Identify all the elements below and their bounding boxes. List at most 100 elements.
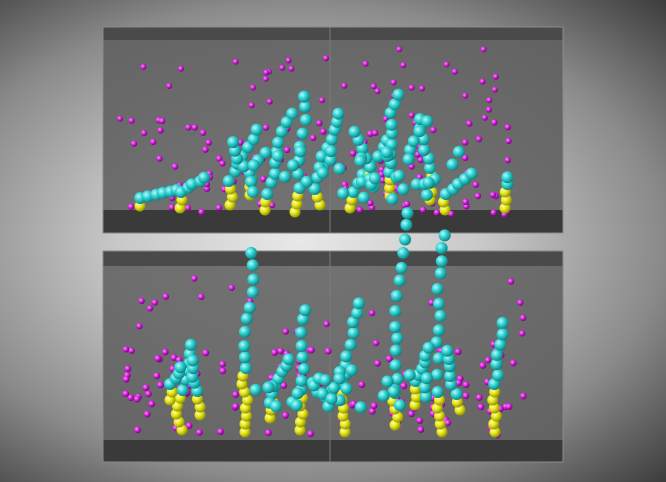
ion <box>372 129 379 137</box>
ion <box>509 359 517 367</box>
top-box-molecules <box>117 46 514 218</box>
ion <box>198 293 205 300</box>
ion <box>232 403 240 410</box>
ion <box>219 160 226 167</box>
chain-bead <box>272 136 285 149</box>
chain-bead <box>432 324 445 337</box>
chain-bead <box>286 107 299 120</box>
ion <box>266 98 273 105</box>
ion <box>416 417 424 424</box>
ion <box>374 359 381 367</box>
ion <box>462 92 469 99</box>
ion <box>166 83 173 89</box>
ion <box>162 293 169 300</box>
chain-bead <box>492 369 505 382</box>
ion <box>262 124 270 131</box>
ion <box>232 391 240 398</box>
ion <box>504 156 511 164</box>
chain-bead <box>239 362 252 374</box>
top-box-outline <box>102 26 564 234</box>
chain-bead <box>344 338 357 351</box>
anchor-bead <box>500 194 512 206</box>
chain-bead <box>222 175 235 187</box>
chain-bead <box>345 364 358 377</box>
chain-bead <box>397 247 410 259</box>
ion <box>316 119 323 127</box>
ion <box>451 68 458 75</box>
ion <box>349 150 357 157</box>
ion <box>283 146 291 154</box>
chain-bead <box>287 159 300 172</box>
chain-bead <box>250 123 263 136</box>
chain-bead <box>402 153 415 166</box>
chain-bead <box>393 399 406 412</box>
chain-bead <box>420 372 433 385</box>
ion <box>140 129 148 137</box>
ion <box>475 135 483 143</box>
chain-bead <box>385 118 398 131</box>
chain-bead <box>452 145 465 158</box>
ion <box>400 382 408 390</box>
chain-bead <box>184 338 197 351</box>
ion <box>168 204 176 211</box>
chain-bead <box>386 193 399 205</box>
ion <box>150 138 157 146</box>
chain-bead <box>239 351 251 364</box>
ion <box>124 365 132 373</box>
chain-bead <box>347 316 359 329</box>
ion <box>140 63 147 70</box>
bottom-simulation-box <box>102 207 564 463</box>
chain-bead <box>431 386 444 398</box>
chain-bead <box>381 375 394 388</box>
ion <box>134 426 141 434</box>
chain-bead <box>434 267 447 280</box>
ion <box>228 284 235 291</box>
ion <box>308 346 315 354</box>
ion <box>196 429 203 436</box>
ion <box>219 360 227 368</box>
ion <box>319 97 325 104</box>
ion <box>367 130 374 137</box>
ion <box>136 322 143 330</box>
ion <box>215 204 223 211</box>
chain-bead <box>397 183 410 196</box>
chain-bead <box>332 107 345 120</box>
chain-bead <box>490 348 503 361</box>
ion <box>486 106 492 113</box>
chain-bead <box>352 297 365 310</box>
ion <box>477 403 485 411</box>
ion <box>217 428 224 436</box>
ion <box>444 419 452 427</box>
ion <box>472 181 479 188</box>
chain-bead <box>325 145 338 158</box>
ion <box>161 348 169 356</box>
ion <box>474 192 482 200</box>
ion <box>324 347 332 355</box>
ion <box>216 155 223 162</box>
ion <box>138 297 145 304</box>
chain-bead <box>299 113 312 126</box>
chain-bead <box>316 166 329 179</box>
anchor-bead <box>339 426 351 438</box>
ion <box>145 390 152 398</box>
chain-bead <box>347 327 360 339</box>
ion <box>159 117 166 125</box>
ion <box>390 79 397 86</box>
chain-bead <box>496 328 509 341</box>
ion <box>489 191 497 198</box>
chain-bead <box>403 369 416 382</box>
chain-bead <box>259 146 272 159</box>
ion <box>148 400 156 408</box>
chain-bead <box>392 88 405 101</box>
chain-bead <box>391 372 404 385</box>
ion <box>142 384 150 391</box>
chain-bead <box>298 90 310 103</box>
chain-bead <box>243 301 256 314</box>
chain-bead <box>333 372 346 385</box>
ion <box>322 55 329 62</box>
ion <box>146 305 154 312</box>
ion <box>374 88 381 95</box>
chain-bead <box>399 233 412 246</box>
chain-bead <box>280 116 293 129</box>
ion <box>505 137 512 145</box>
